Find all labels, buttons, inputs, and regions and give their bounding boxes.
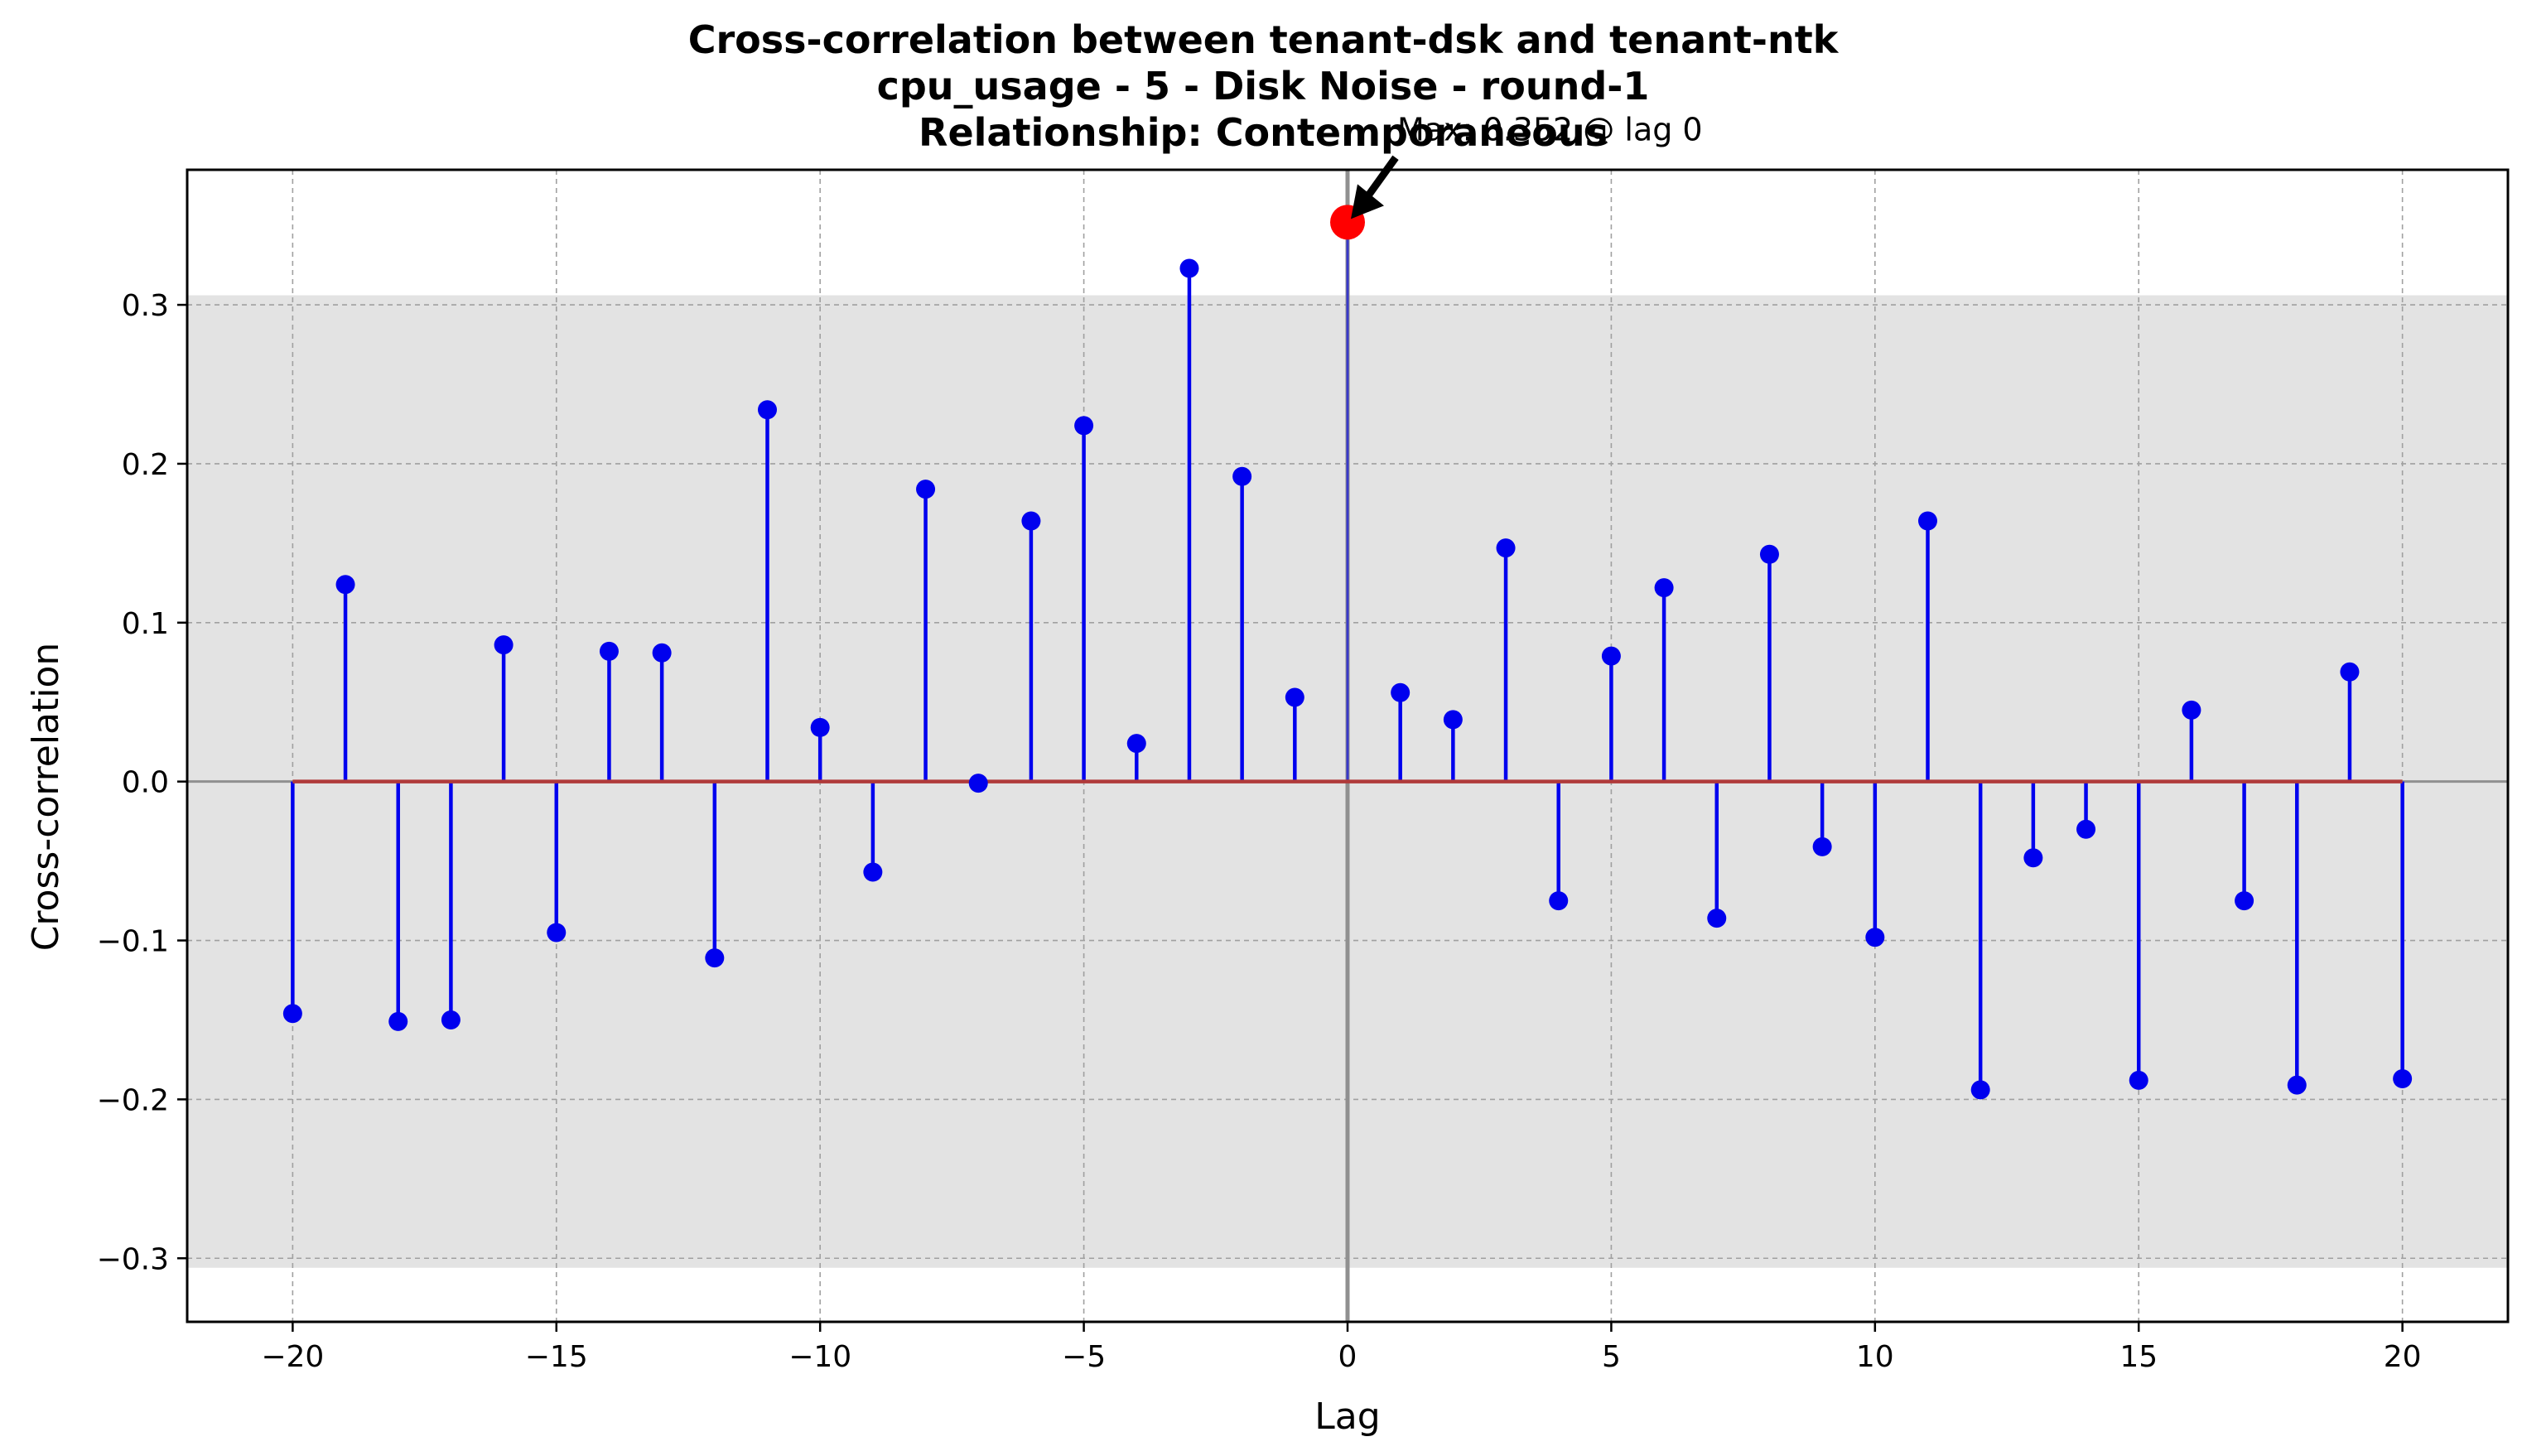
y-tick-label: 0.2 — [122, 448, 169, 482]
stem-marker — [388, 1011, 408, 1031]
stem-marker — [1759, 544, 1779, 564]
stem-marker — [705, 948, 725, 968]
stem-marker — [2287, 1075, 2307, 1095]
stem-marker — [2235, 891, 2254, 911]
chart-title-line-3: Relationship: Contemporaneous — [919, 110, 1608, 155]
stem-marker — [1707, 909, 1727, 928]
stem-marker — [1391, 682, 1410, 702]
stem-marker — [1021, 511, 1041, 531]
stems-layer — [291, 222, 2404, 1090]
y-tick-label: −0.3 — [97, 1242, 169, 1276]
chart-title-line-2: cpu_usage - 5 - Disk Noise - round-1 — [877, 64, 1650, 108]
y-tick-label: 0.3 — [122, 289, 169, 323]
x-tick-label: 10 — [1856, 1340, 1894, 1374]
y-axis-label: Cross-correlation — [25, 643, 67, 952]
stem-marker — [494, 635, 514, 655]
y-tick-label: 0.1 — [122, 607, 169, 641]
stem-marker — [1179, 258, 1199, 278]
max-annotation: Max: 0.352 @ lag 0 — [1397, 111, 1703, 147]
axes-layer: −20 −15 −10 −5 0 5 10 15 20 −0.3 −0.2 −0.1 0.0 0.1 0.2… — [97, 168, 2510, 1374]
stem-marker — [1865, 928, 1885, 947]
stem-marker — [2023, 848, 2043, 868]
stem-marker — [1496, 538, 1516, 558]
stem-marker — [863, 862, 883, 882]
x-tick-label: 5 — [1602, 1340, 1621, 1374]
x-tick-label: −20 — [261, 1340, 324, 1374]
stem-marker — [1443, 710, 1463, 730]
stem-marker — [1232, 466, 1252, 486]
stem-marker — [916, 480, 936, 499]
x-tick-label: −10 — [788, 1340, 851, 1374]
stem-marker — [2393, 1068, 2413, 1088]
chart-title-line-1: Cross-correlation between tenant-dsk and… — [688, 17, 1840, 62]
stem-marker — [2182, 700, 2201, 720]
annotation-layer: Max: 0.352 @ lag 0 — [1351, 111, 1703, 219]
stem-marker — [335, 575, 355, 595]
stem-marker — [1812, 836, 1832, 856]
stem-marker — [1126, 734, 1146, 754]
stem-marker — [1285, 687, 1304, 707]
annotation-arrow-head — [1351, 184, 1384, 219]
stem-marker — [1654, 578, 1674, 598]
stem-marker — [1074, 416, 1094, 436]
y-tick-label: −0.2 — [97, 1083, 169, 1117]
x-tick-label: 0 — [1338, 1340, 1357, 1374]
y-tick-label: 0.0 — [122, 766, 169, 800]
stem-marker — [2129, 1070, 2148, 1090]
stem-marker — [810, 717, 830, 737]
x-tick-label: 15 — [2119, 1340, 2158, 1374]
x-tick-label: −5 — [1062, 1340, 1106, 1374]
stem-marker — [441, 1010, 461, 1029]
stem-marker — [758, 400, 777, 420]
stem-marker — [652, 643, 672, 663]
y-tick-label: −0.1 — [97, 925, 169, 959]
stem-marker — [1549, 891, 1569, 911]
x-tick-label: 20 — [2384, 1340, 2422, 1374]
stem-marker — [282, 1004, 302, 1024]
title-layer: Cross-correlation between tenant-dsk and… — [688, 17, 1840, 155]
x-axis-label: Lag — [1314, 1396, 1380, 1438]
stem-marker — [1601, 646, 1621, 666]
markers-layer — [282, 205, 2413, 1100]
stem-marker — [2076, 819, 2096, 839]
stem-marker — [968, 774, 988, 793]
stem-marker — [1918, 511, 1937, 531]
stem-marker — [1970, 1080, 1990, 1100]
stem-marker — [2340, 662, 2360, 682]
annotation-arrow-shaft — [1362, 155, 1399, 201]
stem-marker — [547, 923, 567, 943]
stem-marker — [599, 641, 619, 661]
x-tick-label: −15 — [525, 1340, 588, 1374]
